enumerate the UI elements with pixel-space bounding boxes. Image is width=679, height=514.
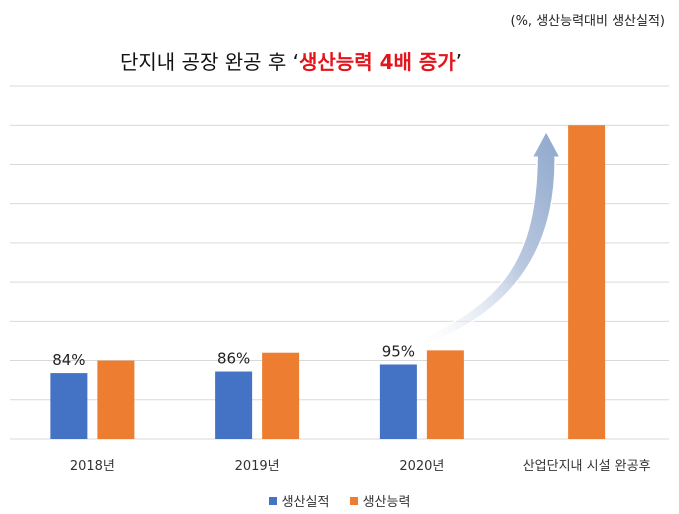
legend-swatch-actual <box>268 497 277 505</box>
data-label: 84% <box>52 351 85 369</box>
headline-prefix: 단지내 공장 완공 후 <box>120 50 293 74</box>
data-label: 86% <box>217 350 250 368</box>
legend-swatch-capacity <box>349 497 358 505</box>
growth-arrow <box>418 129 562 349</box>
x-tick-label: 2018년 <box>70 459 115 474</box>
x-tick-label: 2020년 <box>399 459 444 474</box>
bar-capacity-2 <box>426 350 464 439</box>
x-tick-label: 2019년 <box>235 459 280 474</box>
chart-legend: 생산실적 생산능력 <box>0 491 679 510</box>
bar-actual-0 <box>50 373 88 439</box>
x-tick-label: 산업단지내 시설 완공후 <box>523 459 651 474</box>
headline-highlight: 생산능력 4배 증가 <box>299 50 456 74</box>
legend-item-actual: 생산실적 <box>268 491 330 510</box>
data-label: 95% <box>382 342 415 360</box>
chart-headline: 단지내 공장 완공 후 ‘생산능력 4배 증가’ <box>120 46 462 75</box>
bar-capacity-0 <box>97 360 135 439</box>
bar-capacity-3 <box>568 125 606 439</box>
unit-note: (%, 생산능력대비 생산실적) <box>510 14 666 29</box>
bar-actual-2 <box>379 364 417 439</box>
legend-label-capacity: 생산능력 <box>362 495 411 510</box>
legend-label-actual: 생산실적 <box>281 495 330 510</box>
headline-quote-open: ‘ <box>292 50 299 74</box>
headline-quote-close: ’ <box>455 50 463 74</box>
legend-item-capacity: 생산능력 <box>349 491 411 510</box>
bar-actual-1 <box>215 371 253 439</box>
bar-capacity-1 <box>262 352 300 439</box>
